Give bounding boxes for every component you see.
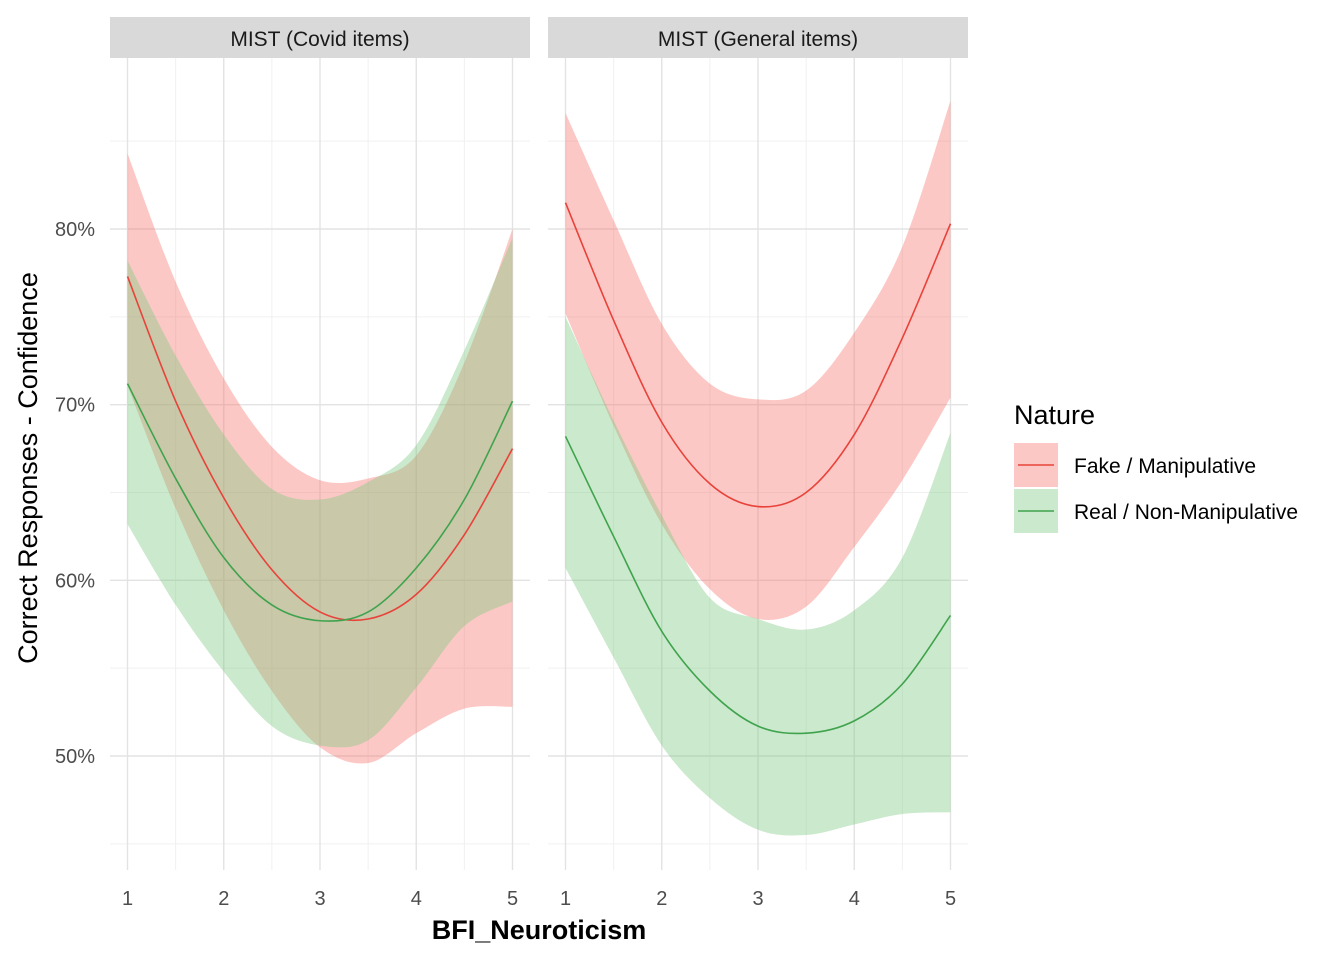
- confidence-ribbon: [127, 153, 513, 764]
- facet-strip: [110, 17, 530, 58]
- legend-label: Fake / Manipulative: [1074, 455, 1256, 478]
- y-tick-label: 60%: [55, 570, 95, 592]
- series-line: [564, 435, 952, 735]
- x-tick-label: 4: [411, 888, 422, 910]
- y-axis-ticks: 50% 60% 70% 80%: [55, 219, 95, 768]
- facet-strip-label: MIST (Covid items): [230, 28, 409, 51]
- x-tick-label: 5: [945, 888, 956, 910]
- series-line: [126, 276, 514, 622]
- series-line: [564, 202, 952, 508]
- x-axis-title: BFI_Neuroticism: [432, 915, 647, 945]
- legend-item: Real / Non-Manipulative: [1014, 489, 1298, 533]
- panel-1: MIST (Covid items) 1 2 3 4 5: [110, 17, 530, 910]
- x-tick-label: 1: [560, 888, 571, 910]
- confidence-ribbon: [127, 237, 513, 748]
- x-tick-label: 3: [314, 888, 325, 910]
- x-tick-label: 2: [218, 888, 229, 910]
- x-tick-label: 4: [849, 888, 860, 910]
- y-tick-label: 50%: [55, 746, 95, 768]
- y-axis-title: Correct Responses - Confidence: [13, 272, 43, 664]
- confidence-ribbon: [565, 316, 951, 836]
- panel-2: MIST (General items) 1 2 3 4 5: [548, 17, 968, 910]
- legend: Nature Fake / Manipulative Real / Non-Man…: [1014, 400, 1298, 533]
- legend-item: Fake / Manipulative: [1014, 443, 1256, 487]
- y-tick-label: 70%: [55, 395, 95, 417]
- facet-strip: [548, 17, 968, 58]
- legend-title: Nature: [1014, 400, 1095, 430]
- series-line: [126, 383, 514, 622]
- y-tick-label: 80%: [55, 219, 95, 241]
- facet-strip-label: MIST (General items): [658, 28, 858, 51]
- x-tick-label: 5: [507, 888, 518, 910]
- confidence-ribbon: [565, 100, 951, 620]
- x-tick-label: 3: [752, 888, 763, 910]
- x-tick-label: 1: [122, 888, 133, 910]
- legend-label: Real / Non-Manipulative: [1074, 501, 1298, 524]
- x-tick-label: 2: [656, 888, 667, 910]
